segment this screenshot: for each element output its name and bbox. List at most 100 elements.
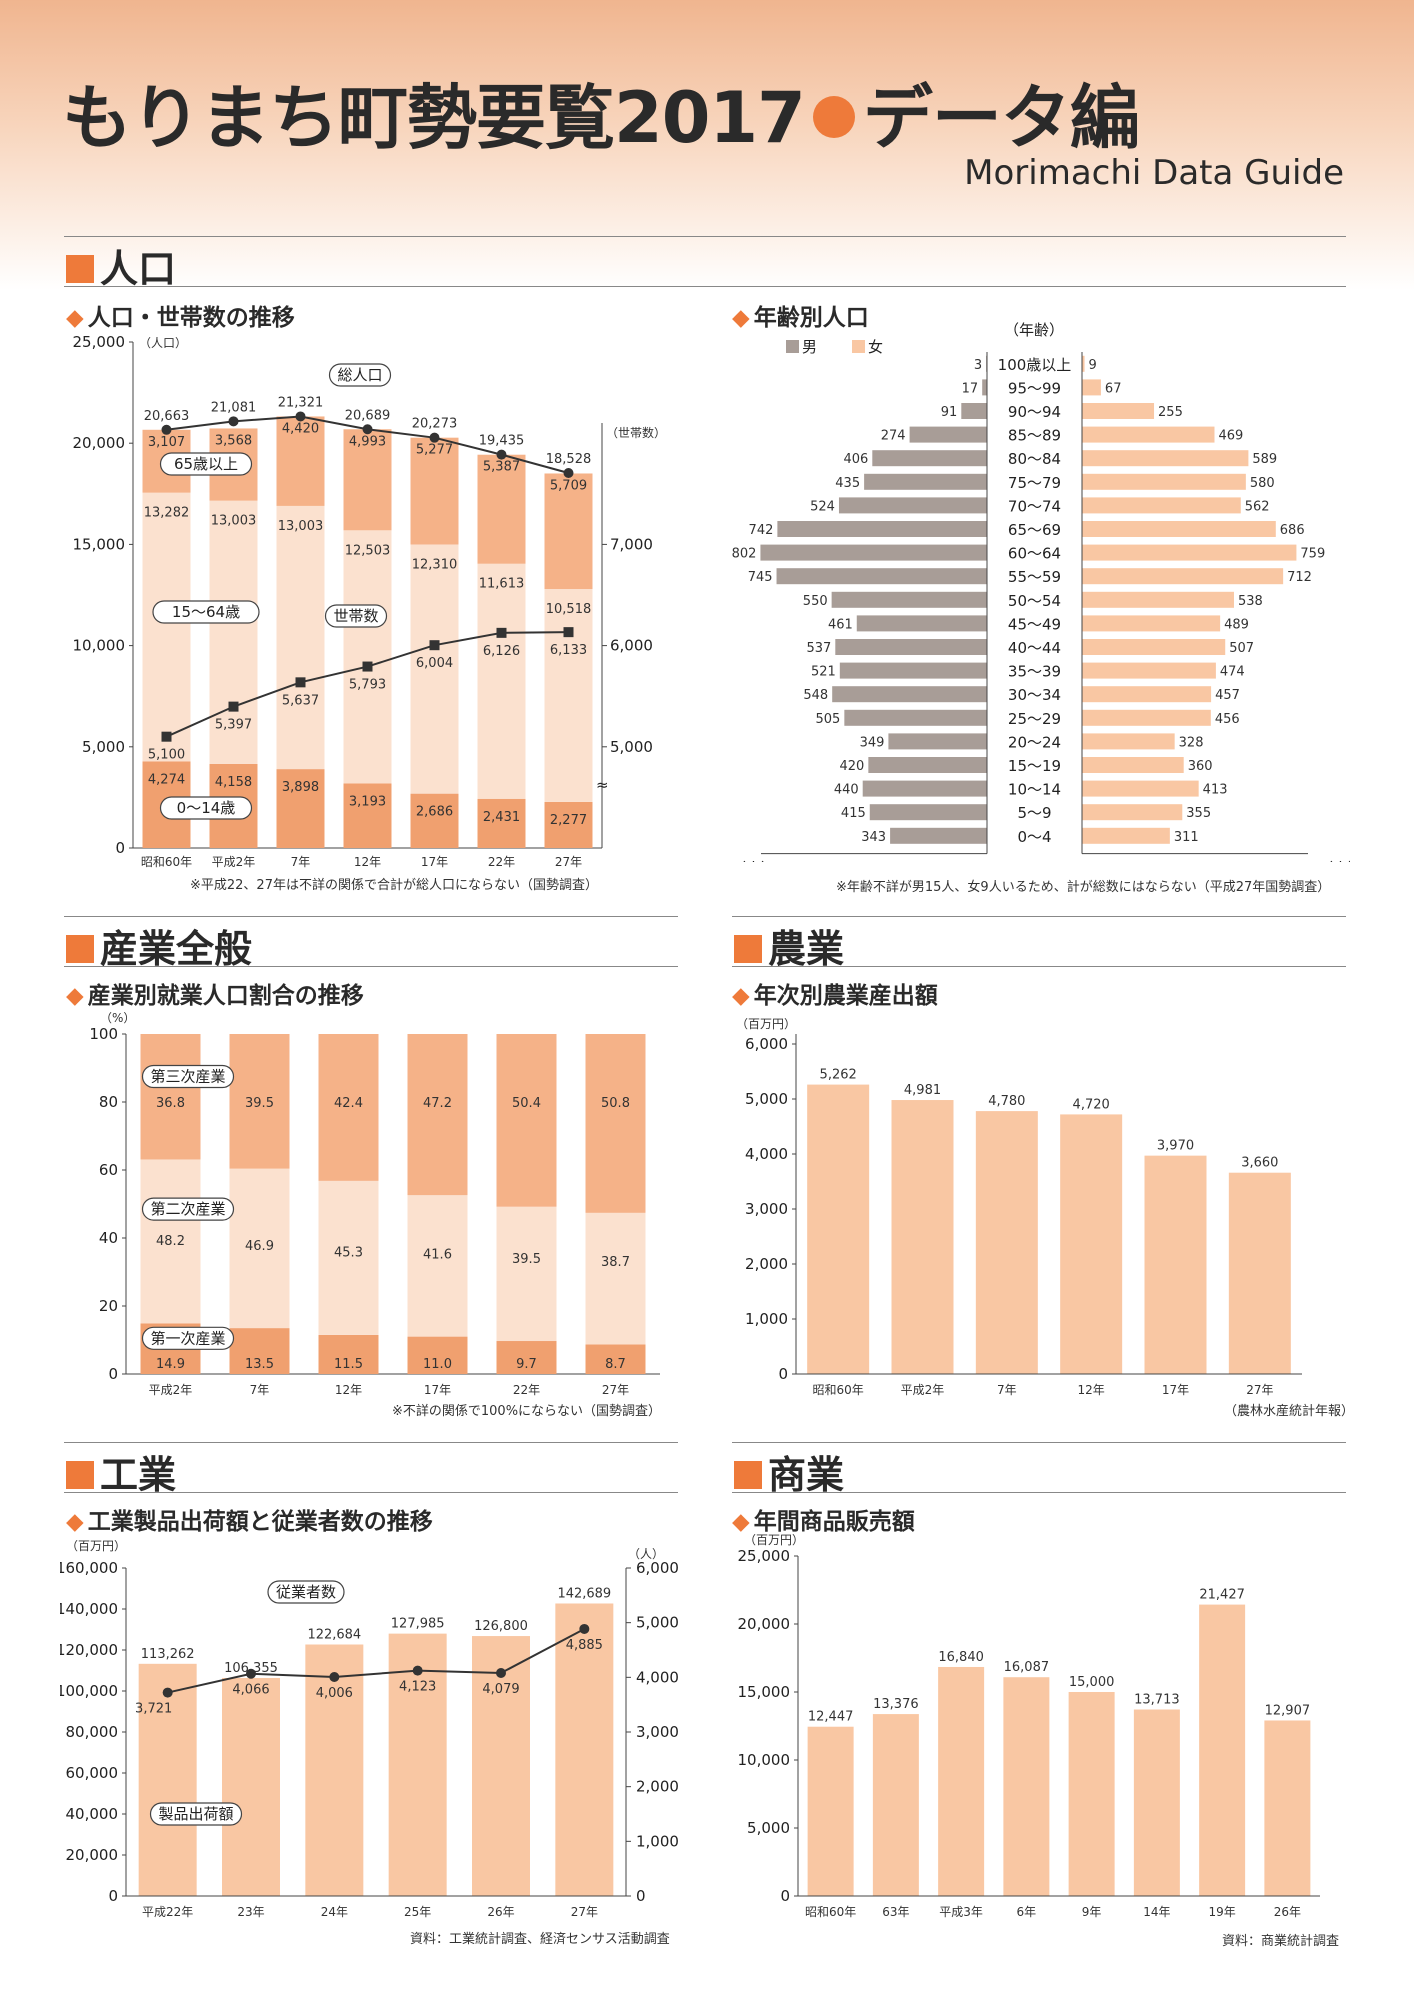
data-label-female: 355 xyxy=(1186,806,1211,821)
x-tick-label: 25年 xyxy=(404,1905,431,1919)
data-label-female: 712 xyxy=(1287,570,1312,585)
section-rule xyxy=(64,286,1346,287)
total-population-point xyxy=(228,416,239,427)
employees-point xyxy=(329,1672,340,1683)
x-tick-label: 17年 xyxy=(424,1383,451,1397)
data-label: 12,310 xyxy=(412,557,458,572)
age-group-label: 80〜84 xyxy=(1008,450,1061,468)
bar xyxy=(1060,1114,1123,1374)
data-label-female: 413 xyxy=(1203,783,1228,798)
section-title-industry: 産業全般 xyxy=(66,918,252,973)
age-group-label: 100歳以上 xyxy=(998,356,1072,374)
y-tick-label: 5,000 xyxy=(82,738,125,756)
households-label: 6,133 xyxy=(550,643,587,658)
bar-segment xyxy=(229,1168,290,1329)
section-rule xyxy=(732,966,1346,967)
data-label: 48.2 xyxy=(156,1234,185,1249)
bar-female xyxy=(1082,639,1226,655)
x-tick-label: 9年 xyxy=(1082,1905,1102,1919)
bar-male xyxy=(888,733,987,750)
y-tick-label: 6,000 xyxy=(745,1035,788,1053)
data-label-male: 17 xyxy=(962,381,979,396)
data-label: 3,568 xyxy=(215,433,252,448)
bar xyxy=(222,1677,280,1896)
y-axis-label: （百万円） xyxy=(66,1539,126,1553)
data-label: 13,713 xyxy=(1134,1693,1180,1708)
square-bullet-icon xyxy=(734,1460,762,1489)
y-tick-label: 120,000 xyxy=(60,1641,118,1659)
bar-male xyxy=(760,544,987,561)
section-rule xyxy=(64,916,678,917)
x-tick-label: 平成22年 xyxy=(142,1905,193,1919)
note-population-trend: ※平成22、27年は不詳の関係で合計が総人口にならない（国勢調査） xyxy=(190,878,598,893)
bar-segment xyxy=(142,492,191,762)
data-label: 45.3 xyxy=(334,1246,363,1261)
bar-male xyxy=(844,709,987,726)
bar-male xyxy=(777,521,987,537)
label-total-population: 総人口 xyxy=(337,366,382,384)
bar-male xyxy=(890,827,987,844)
data-label-male: 349 xyxy=(860,735,885,750)
data-label-male: 274 xyxy=(881,429,906,444)
y-tick-label: 140,000 xyxy=(60,1600,118,1618)
data-label: 4,780 xyxy=(988,1094,1025,1109)
square-bullet-icon xyxy=(66,254,94,283)
bar xyxy=(1003,1677,1050,1896)
x-tick-label: 7年 xyxy=(997,1383,1017,1397)
y2-tick-label: 5,000 xyxy=(610,738,653,756)
subtitle-agri-output: ◆ 年次別農業産出額 xyxy=(732,983,938,1009)
page-title: もりまち町勢要覧2017 データ編 xyxy=(62,77,1140,159)
x-tick-label: 平成2年 xyxy=(212,855,256,869)
bar-female xyxy=(1082,757,1184,773)
data-label: 42.4 xyxy=(334,1096,363,1111)
total-population-point xyxy=(161,424,172,435)
data-label: 12,907 xyxy=(1265,1703,1311,1718)
data-label: 13,003 xyxy=(278,519,324,534)
y-tick-label: 80,000 xyxy=(66,1723,119,1741)
total-population-label: 20,663 xyxy=(144,409,190,424)
bar-segment xyxy=(140,1034,201,1160)
y-tick-label: 0 xyxy=(108,1365,118,1383)
data-label: 21,427 xyxy=(1199,1588,1245,1603)
age-group-label: 60〜64 xyxy=(1008,545,1061,563)
y-tick-label: 10,000 xyxy=(73,637,126,655)
data-label-male: 343 xyxy=(861,830,886,845)
data-label: 3,660 xyxy=(1241,1156,1278,1171)
age-group-label: 95〜99 xyxy=(1008,379,1061,397)
section-title-commerce: 商業 xyxy=(734,1444,844,1499)
manufacturing-chart: （百万円） （人） 0 20,000 40,000 60,000 80,000 100,000… xyxy=(60,1539,679,1919)
y-tick-label: 100,000 xyxy=(60,1682,118,1700)
bar-segment xyxy=(496,1034,557,1207)
diamond-bullet-icon: ◆ xyxy=(732,983,750,1009)
label-households-box xyxy=(324,604,388,628)
data-label-female: 311 xyxy=(1174,830,1199,845)
data-label: 13.5 xyxy=(245,1357,274,1372)
data-label-male: 521 xyxy=(811,665,836,680)
bar-male xyxy=(839,662,987,679)
households-point xyxy=(295,677,306,688)
y-tick-label: 2,000 xyxy=(745,1255,788,1273)
bar xyxy=(388,1633,447,1896)
y2-tick-label: 6,000 xyxy=(636,1559,679,1577)
section-rule xyxy=(732,1442,1346,1443)
bar-male xyxy=(835,639,987,655)
note-mfg: 資料：工業統計調査、経済センサス活動調査 xyxy=(410,1932,670,1947)
bar-segment xyxy=(477,563,526,799)
bar-male xyxy=(872,450,987,467)
bar xyxy=(807,1726,854,1896)
subtitle-age-pyramid: ◆ 年齢別人口 xyxy=(732,305,869,331)
bar-segment xyxy=(496,1206,557,1342)
diamond-bullet-icon: ◆ xyxy=(732,305,750,331)
unit-label-right: （人） xyxy=(1318,860,1350,862)
y-tick-label: 60,000 xyxy=(66,1764,119,1782)
subtitle-mfg: ◆ 工業製品出荷額と従業者数の推移 xyxy=(66,1509,433,1535)
data-label: 3,898 xyxy=(282,780,319,795)
legend-label-female: 女 xyxy=(868,338,883,356)
data-label: 2,277 xyxy=(550,813,587,828)
households-point xyxy=(362,661,373,672)
data-label-female: 686 xyxy=(1280,523,1305,538)
data-label: 3,970 xyxy=(1157,1139,1194,1154)
age-group-label: 15〜19 xyxy=(1008,757,1061,775)
note-employment-share: ※不詳の関係で100%にならない（国勢調査） xyxy=(392,1404,662,1419)
x-tick-label: 昭和60年 xyxy=(141,855,192,869)
